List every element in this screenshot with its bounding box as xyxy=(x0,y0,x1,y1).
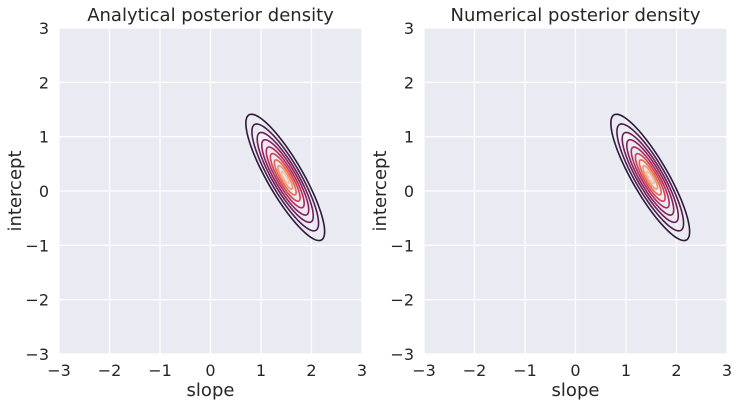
y-tick-label: −1 xyxy=(390,236,414,255)
x-tick-label: −1 xyxy=(148,361,172,380)
y-tick-label: −2 xyxy=(25,291,49,310)
numerical-posterior-panel: −3−3 −2 −2 −1 −1 0 0 1 1 2 2 3 3 slope intercept Numeri… xyxy=(370,5,732,401)
contour-level-8 xyxy=(277,164,294,190)
contour-level-3 xyxy=(256,131,315,224)
contour-level-7 xyxy=(638,159,662,196)
y-tick-label: −2 xyxy=(390,291,414,310)
contour-level-9 xyxy=(280,170,290,185)
y-tick-label: 3 xyxy=(39,19,49,38)
x-tick-label: 0 xyxy=(205,361,215,380)
y-tick-label: −3 xyxy=(390,345,414,364)
x-tick-label: −2 xyxy=(98,361,122,380)
contour-level-7 xyxy=(273,159,297,196)
y-tick-label: 2 xyxy=(39,73,49,92)
contour-level-8 xyxy=(642,164,659,190)
y-tick-label: −3 xyxy=(25,345,49,364)
x-axis-label: slope xyxy=(552,380,600,401)
y-tick-label: 1 xyxy=(404,128,414,147)
contour-level-4 xyxy=(260,138,310,216)
analytical-posterior-panel: −3−3 −2 −2 −1 −1 0 0 1 1 2 2 3 3 slope intercept Analyt… xyxy=(5,5,367,401)
chart-title: Analytical posterior density xyxy=(87,5,334,26)
contour-level-1 xyxy=(610,113,691,242)
y-tick-label: 1 xyxy=(39,128,49,147)
x-tick-label: 1 xyxy=(621,361,631,380)
x-tick-label: 1 xyxy=(256,361,266,380)
contour-level-2 xyxy=(616,123,685,232)
x-tick-label: 2 xyxy=(671,361,681,380)
contour-level-5 xyxy=(265,146,305,209)
contour-level-3 xyxy=(621,131,680,224)
contour-level-6 xyxy=(269,152,301,203)
y-tick-label: 2 xyxy=(404,73,414,92)
x-tick-label: −3 xyxy=(412,361,436,380)
x-tick-label: −1 xyxy=(513,361,537,380)
contour-level-5 xyxy=(630,146,670,209)
y-axis-label: intercept xyxy=(370,151,391,232)
contour-level-4 xyxy=(625,138,675,216)
y-tick-label: −1 xyxy=(25,236,49,255)
x-tick-label: 0 xyxy=(570,361,580,380)
x-tick-label: 3 xyxy=(357,361,367,380)
y-tick-label: 0 xyxy=(39,182,49,201)
contour-level-9 xyxy=(645,170,655,185)
chart-title: Numerical posterior density xyxy=(450,5,700,26)
x-tick-label: 2 xyxy=(306,361,316,380)
x-tick-label: 3 xyxy=(722,361,732,380)
y-tick-label: 3 xyxy=(404,19,414,38)
contour-level-1 xyxy=(245,113,326,242)
x-axis-label: slope xyxy=(187,380,235,401)
x-tick-label: −3 xyxy=(47,361,71,380)
contour-level-6 xyxy=(634,152,666,203)
y-tick-label: 0 xyxy=(404,182,414,201)
x-tick-label: −2 xyxy=(463,361,487,380)
y-axis-label: intercept xyxy=(5,151,26,232)
contour-level-2 xyxy=(251,123,320,232)
